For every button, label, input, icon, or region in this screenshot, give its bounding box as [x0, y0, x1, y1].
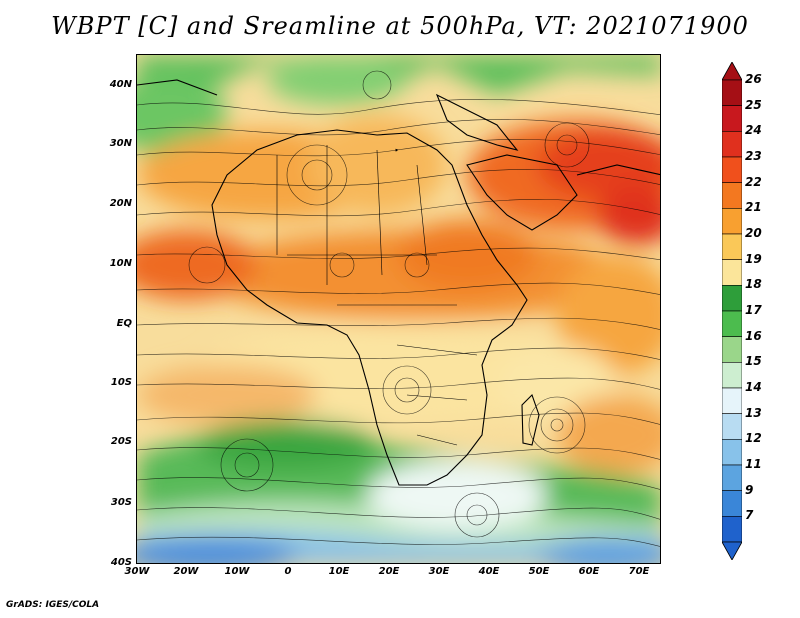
colorbar-box [722, 310, 742, 337]
map-panel [136, 54, 661, 564]
colorbar-box [722, 336, 742, 363]
colorbar-box [722, 233, 742, 260]
coastlines [137, 79, 660, 486]
lat-label-30n: 30N [109, 138, 132, 149]
lon-label-30e: 30E [428, 566, 450, 577]
colorbar-box [722, 182, 742, 209]
colorbar-level-label: 25 [745, 97, 762, 112]
lon-label-0: 0 [284, 566, 292, 577]
lat-label-10s: 10S [110, 377, 132, 388]
grads-credit: GrADS: IGES/COLA [6, 600, 100, 610]
colorbar-level-label: 19 [745, 251, 762, 266]
lat-label-10n: 10N [109, 258, 132, 269]
colorbar-level-label: 23 [745, 149, 762, 163]
lon-label-50e: 50E [528, 566, 550, 577]
colorbar-level-label: 15 [745, 354, 762, 369]
lat-label-40n: 40N [109, 79, 132, 90]
colorbar-bottom-arrow [722, 541, 742, 560]
colorbar-box [722, 156, 742, 183]
colorbar-box [722, 362, 742, 389]
colorbar-level-label: 24 [745, 123, 762, 138]
colorbar-box [722, 105, 742, 132]
map-title: WBPT [C] and Sreamline at 500hPa, VT: 20… [51, 12, 749, 40]
lat-label-20s: 20S [110, 436, 132, 447]
colorbar-box [722, 516, 742, 543]
colorbar-level-label: 14 [745, 380, 762, 394]
colorbar-box [722, 259, 742, 286]
colorbar-level-label: 12 [745, 431, 762, 446]
colorbar-box [722, 79, 742, 106]
colorbar-box [722, 464, 742, 491]
lon-label-30w: 30W [124, 566, 150, 577]
colorbar-box [722, 131, 742, 158]
colorbar-box [722, 413, 742, 440]
colorbar-level-label: 7 [745, 508, 754, 523]
wbpt-field [137, 55, 660, 563]
lat-label-30s: 30S [110, 497, 132, 508]
colorbar-box [722, 285, 742, 312]
colorbar-box [722, 387, 742, 414]
colorbar-level-label: 20 [745, 226, 762, 240]
colorbar-box [722, 490, 742, 517]
colorbar-level-label: 18 [745, 277, 762, 292]
colorbar-level-label: 22 [745, 174, 762, 189]
colorbar-level-label: 26 [745, 72, 762, 86]
colorbar-level-label: 16 [745, 328, 762, 343]
colorbar-level-label: 9 [745, 482, 754, 497]
colorbar [722, 62, 742, 560]
colorbar-level-label: 21 [745, 200, 762, 215]
lat-label-40s: 40S [110, 557, 132, 568]
lon-label-60e: 60E [578, 566, 600, 577]
lat-label-20n: 20N [109, 198, 132, 209]
lon-label-10w: 10W [224, 566, 250, 577]
lon-label-70e: 70E [628, 566, 650, 577]
colorbar-level-label: 13 [745, 405, 762, 420]
colorbar-box [722, 208, 742, 235]
colorbar-level-label: 17 [745, 303, 762, 317]
colorbar-box [722, 439, 742, 466]
lon-label-10e: 10E [328, 566, 350, 577]
lon-label-20e: 20E [378, 566, 400, 577]
lon-label-40e: 40E [478, 566, 500, 577]
colorbar-level-label: 11 [745, 457, 762, 471]
country-borders [276, 145, 478, 446]
lat-label-eq: EQ [116, 318, 132, 329]
colorbar-top-arrow [722, 62, 742, 81]
streamlines [137, 70, 660, 547]
lon-label-20w: 20W [173, 566, 199, 577]
